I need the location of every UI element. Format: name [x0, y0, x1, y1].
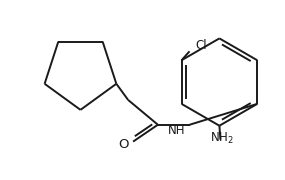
Text: NH$_2$: NH$_2$ [211, 130, 234, 146]
Text: NH: NH [168, 124, 186, 137]
Text: Cl: Cl [196, 39, 207, 52]
Text: O: O [118, 138, 129, 151]
